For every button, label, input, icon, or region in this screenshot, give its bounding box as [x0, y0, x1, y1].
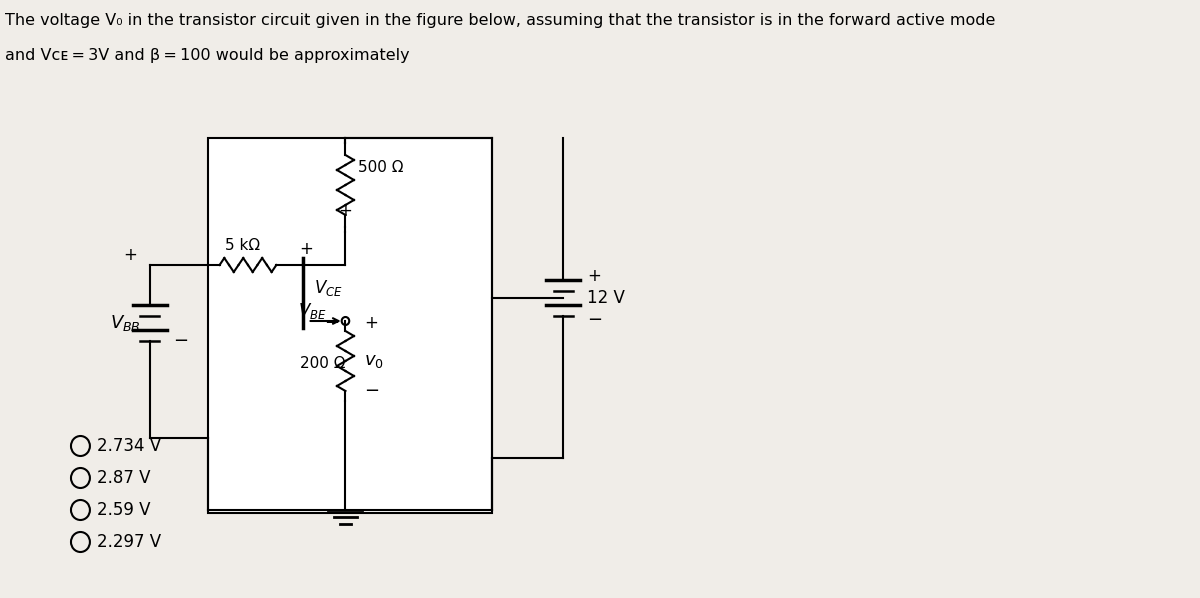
- Text: 5 kΩ: 5 kΩ: [224, 238, 260, 253]
- Text: 200 Ω: 200 Ω: [300, 355, 346, 371]
- Text: +: +: [338, 202, 353, 220]
- Text: $V_{BB}$: $V_{BB}$: [109, 313, 140, 333]
- Text: −: −: [173, 332, 188, 350]
- Text: 2.734 V: 2.734 V: [97, 437, 162, 455]
- Text: $V_{CE}$: $V_{CE}$: [314, 278, 343, 298]
- Text: The voltage V₀ in the transistor circuit given in the figure below, assuming tha: The voltage V₀ in the transistor circuit…: [5, 13, 995, 28]
- FancyBboxPatch shape: [209, 138, 492, 513]
- Text: −: −: [587, 311, 602, 329]
- Text: +: +: [365, 314, 378, 332]
- Text: 2.297 V: 2.297 V: [97, 533, 162, 551]
- Text: $v_0$: $v_0$: [365, 352, 384, 370]
- Text: $V_{BE}$: $V_{BE}$: [298, 301, 326, 321]
- Text: 500 Ω: 500 Ω: [358, 160, 403, 175]
- Text: +: +: [587, 267, 601, 285]
- Text: 2.87 V: 2.87 V: [97, 469, 151, 487]
- Text: and Vᴄᴇ = 3V and β = 100 would be approximately: and Vᴄᴇ = 3V and β = 100 would be approx…: [5, 48, 409, 63]
- Text: 2.59 V: 2.59 V: [97, 501, 151, 519]
- Text: +: +: [124, 246, 137, 264]
- Text: −: −: [365, 382, 379, 400]
- Text: +: +: [300, 240, 313, 258]
- Text: −: −: [324, 314, 338, 332]
- Text: 12 V: 12 V: [587, 289, 625, 307]
